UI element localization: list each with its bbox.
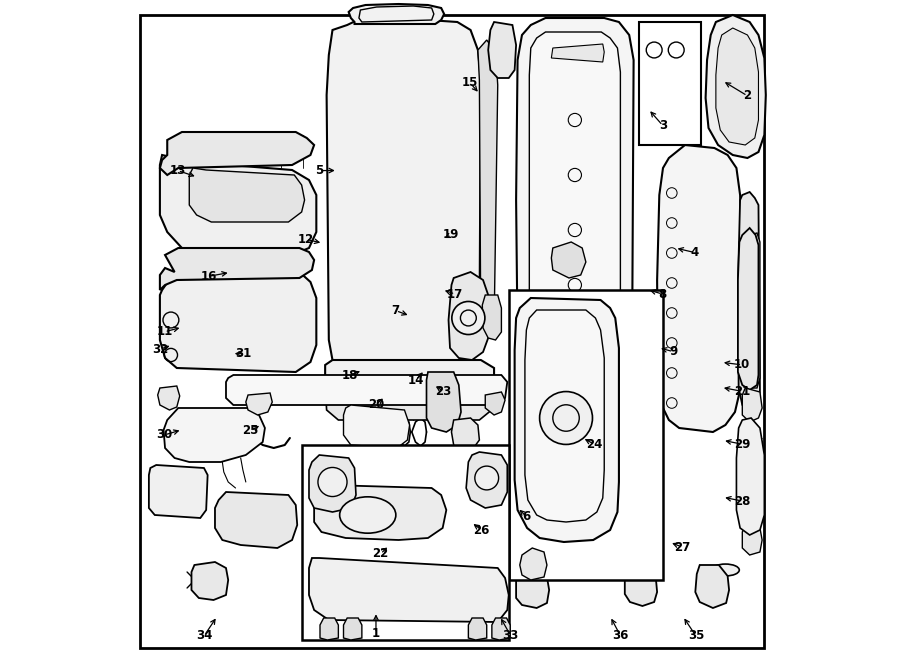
Polygon shape xyxy=(160,248,314,290)
Polygon shape xyxy=(427,372,461,432)
Polygon shape xyxy=(226,375,508,405)
Polygon shape xyxy=(552,242,586,278)
Polygon shape xyxy=(552,44,604,62)
Text: 23: 23 xyxy=(436,385,452,398)
Polygon shape xyxy=(160,155,316,255)
Text: 21: 21 xyxy=(734,385,751,398)
Text: 14: 14 xyxy=(408,373,424,387)
Circle shape xyxy=(452,301,485,334)
Polygon shape xyxy=(696,565,729,608)
Text: 3: 3 xyxy=(659,119,667,132)
Polygon shape xyxy=(657,145,742,432)
Text: 35: 35 xyxy=(688,629,704,642)
Ellipse shape xyxy=(712,564,739,576)
Text: 6: 6 xyxy=(523,510,531,524)
Polygon shape xyxy=(738,192,760,412)
Text: 28: 28 xyxy=(734,494,751,508)
Polygon shape xyxy=(160,272,316,372)
Text: 33: 33 xyxy=(503,629,519,642)
Circle shape xyxy=(475,466,499,490)
Text: 25: 25 xyxy=(242,424,258,438)
Polygon shape xyxy=(189,168,304,222)
Polygon shape xyxy=(246,393,273,415)
Bar xyxy=(640,22,701,145)
Polygon shape xyxy=(215,492,297,548)
Polygon shape xyxy=(520,548,547,580)
Polygon shape xyxy=(742,525,762,555)
Polygon shape xyxy=(529,32,620,368)
Polygon shape xyxy=(736,418,764,535)
Text: 26: 26 xyxy=(473,524,490,537)
Text: 17: 17 xyxy=(447,288,464,301)
Polygon shape xyxy=(742,388,762,422)
Polygon shape xyxy=(716,28,759,145)
Polygon shape xyxy=(309,558,508,622)
Polygon shape xyxy=(325,360,494,398)
Circle shape xyxy=(540,391,592,444)
Polygon shape xyxy=(488,22,516,78)
Polygon shape xyxy=(337,578,485,612)
Polygon shape xyxy=(466,452,508,508)
Polygon shape xyxy=(344,618,362,640)
Text: 20: 20 xyxy=(368,398,384,411)
Text: 31: 31 xyxy=(236,347,252,360)
Text: 30: 30 xyxy=(157,428,173,442)
Text: 13: 13 xyxy=(169,164,185,177)
Circle shape xyxy=(318,467,347,496)
Polygon shape xyxy=(525,310,604,522)
Polygon shape xyxy=(745,233,760,388)
Text: 11: 11 xyxy=(157,325,173,338)
Text: 1: 1 xyxy=(372,627,380,640)
Text: 19: 19 xyxy=(443,228,460,241)
Polygon shape xyxy=(492,618,510,640)
Text: 16: 16 xyxy=(201,270,217,283)
Text: 15: 15 xyxy=(462,76,478,89)
Polygon shape xyxy=(516,570,549,608)
Text: 24: 24 xyxy=(586,438,602,451)
Text: 29: 29 xyxy=(734,438,751,451)
Polygon shape xyxy=(327,18,481,368)
Polygon shape xyxy=(325,385,494,420)
Bar xyxy=(508,290,663,580)
Polygon shape xyxy=(738,228,759,390)
Text: 32: 32 xyxy=(152,342,168,356)
Polygon shape xyxy=(348,4,444,24)
Polygon shape xyxy=(448,272,488,360)
Polygon shape xyxy=(459,448,481,475)
Text: 18: 18 xyxy=(341,369,357,382)
Polygon shape xyxy=(468,618,487,640)
Polygon shape xyxy=(359,6,434,22)
Text: 34: 34 xyxy=(196,629,212,642)
Polygon shape xyxy=(485,392,505,415)
Polygon shape xyxy=(158,386,180,410)
Polygon shape xyxy=(516,18,634,390)
Polygon shape xyxy=(625,566,657,606)
Polygon shape xyxy=(309,455,356,512)
Polygon shape xyxy=(706,15,766,158)
Polygon shape xyxy=(192,562,229,600)
Polygon shape xyxy=(515,298,619,542)
Text: 27: 27 xyxy=(674,541,691,554)
Text: 12: 12 xyxy=(298,233,314,246)
Text: 4: 4 xyxy=(690,246,698,259)
Polygon shape xyxy=(482,295,501,340)
Polygon shape xyxy=(452,418,480,452)
Text: 9: 9 xyxy=(670,345,678,358)
Text: 7: 7 xyxy=(392,304,400,317)
Polygon shape xyxy=(160,132,314,175)
Polygon shape xyxy=(478,40,498,340)
Polygon shape xyxy=(164,408,265,462)
Text: 36: 36 xyxy=(612,629,629,642)
Text: 22: 22 xyxy=(373,547,389,561)
Text: 8: 8 xyxy=(659,288,667,301)
Polygon shape xyxy=(148,465,208,518)
Ellipse shape xyxy=(339,497,396,533)
Polygon shape xyxy=(314,485,446,540)
Polygon shape xyxy=(344,405,410,448)
Bar xyxy=(302,445,508,640)
Text: 10: 10 xyxy=(734,358,751,371)
Polygon shape xyxy=(320,618,338,640)
Text: 2: 2 xyxy=(743,89,752,102)
Text: 5: 5 xyxy=(315,164,323,177)
